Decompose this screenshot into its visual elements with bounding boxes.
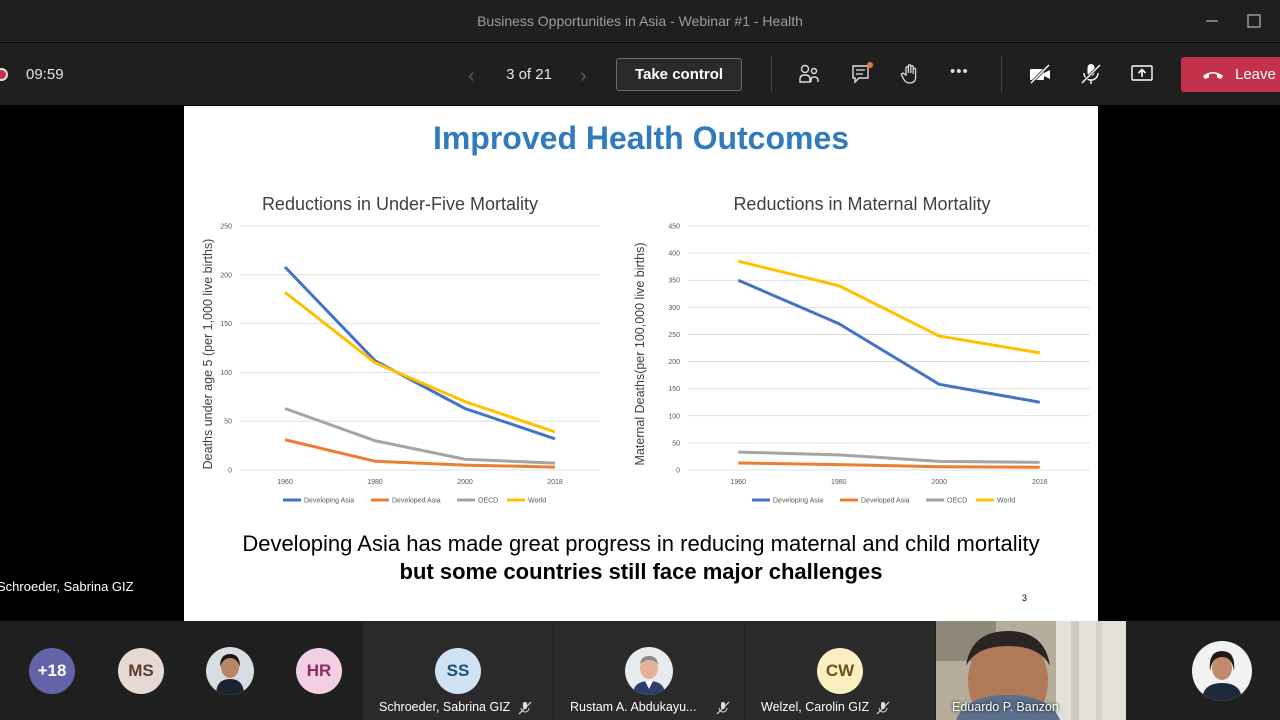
avatar [625, 647, 673, 695]
under-five-mortality-chart: Reductions in Under-Five Mortality 0 50 100… [201, 194, 600, 505]
participant-name: Eduardo P. Banzon [952, 700, 1059, 714]
legend-label: Developing Asia [773, 498, 823, 505]
y-tick-label: 150 [220, 321, 232, 328]
x-tick-label: 1960 [277, 479, 293, 486]
maternal-mortality-chart: Reductions in Maternal Mortality 0 50 100 15… [633, 194, 1090, 505]
previous-slide-icon[interactable]: ‹ [468, 65, 475, 87]
y-tick-label: 100 [668, 413, 680, 420]
y-tick-label: 150 [668, 386, 680, 393]
presenter-label: Schroeder, Sabrina GIZ [0, 579, 134, 594]
slide-number: 3 [1022, 593, 1028, 603]
avatar[interactable]: HR [296, 648, 342, 694]
y-tick-label: 400 [668, 251, 680, 258]
participant-video [936, 621, 1126, 720]
y-axis-label: Deaths under age 5 (per 1,000 live birth… [201, 239, 215, 470]
meeting-toolbar: 09:59 ‹ 3 of 21 › Take control ••• [0, 43, 1280, 105]
participant-name: Schroeder, Sabrina GIZ [379, 700, 511, 714]
y-tick-label: 200 [668, 359, 680, 366]
legend-label: Developed Asia [392, 498, 441, 505]
next-slide-icon[interactable]: › [580, 65, 587, 87]
camera-off-icon[interactable] [1028, 62, 1052, 86]
page-indicator: 3 of 21 [506, 66, 552, 83]
series-line-developing-asia [283, 265, 556, 441]
mic-off-icon[interactable] [1079, 62, 1103, 86]
legend-label: World [528, 498, 546, 505]
chart-title: Reductions in Maternal Mortality [733, 194, 990, 214]
title-bar: Business Opportunities in Asia - Webinar… [0, 0, 1280, 42]
y-tick-label: 0 [228, 468, 232, 475]
legend-label: OECD [947, 498, 967, 505]
legend-label: World [997, 498, 1015, 505]
y-tick-label: 300 [668, 305, 680, 312]
participant-name: Welzel, Carolin GIZ [761, 700, 870, 714]
y-tick-label: 200 [220, 272, 232, 279]
raise-hand-icon[interactable] [899, 62, 923, 86]
self-avatar[interactable] [1192, 641, 1252, 701]
x-tick-label: 2000 [457, 479, 473, 486]
participants-icon[interactable] [797, 62, 821, 86]
series-line-oecd [284, 407, 556, 465]
avatar[interactable] [206, 647, 254, 695]
legend-label: Developing Asia [304, 498, 354, 505]
y-tick-label: 100 [220, 370, 232, 377]
avatar[interactable]: MS [118, 648, 164, 694]
y-tick-label: 50 [672, 440, 680, 447]
minimize-icon[interactable] [1201, 10, 1223, 32]
caption-text: Developing Asia has made great progress … [242, 531, 1040, 556]
slide-caption: Developing Asia has made great progress … [224, 530, 1058, 586]
slide-title: Improved Health Outcomes [432, 120, 850, 156]
toolbar-divider [1001, 56, 1002, 92]
series-line-oecd [738, 450, 1040, 464]
series-line-developed-asia [284, 438, 556, 469]
participant-name: Rustam A. Abdukayu... [570, 700, 697, 714]
y-tick-label: 250 [220, 224, 232, 231]
recording-icon [0, 68, 8, 81]
maximize-icon[interactable] [1243, 10, 1265, 32]
y-tick-label: 450 [668, 224, 680, 231]
x-tick-label: 2000 [931, 479, 947, 486]
share-screen-icon[interactable] [1130, 62, 1154, 86]
window-title: Business Opportunities in Asia - Webinar… [477, 13, 803, 29]
y-tick-label: 0 [676, 468, 680, 475]
avatar: CW [817, 648, 863, 694]
phone-hangup-icon [1203, 72, 1223, 79]
x-tick-label: 1960 [730, 479, 746, 486]
participant-tile[interactable]: SS Schroeder, Sabrina GIZ [363, 621, 553, 720]
participant-video-tile[interactable]: Eduardo P. Banzon [936, 621, 1126, 720]
mic-off-icon [716, 701, 730, 715]
leave-label: Leave [1235, 66, 1276, 83]
y-tick-label: 250 [668, 332, 680, 339]
more-participants-badge[interactable]: +18 [29, 648, 75, 694]
series-line-developed-asia [738, 461, 1040, 469]
leave-button[interactable]: Leave [1181, 57, 1280, 92]
meeting-timer: 09:59 [26, 66, 64, 83]
avatar: SS [435, 648, 481, 694]
x-tick-label: 1980 [831, 479, 847, 486]
caption-emphasis: but some countries still face major chal… [399, 559, 883, 584]
x-tick-label: 2018 [1032, 479, 1048, 486]
series-line-world [284, 291, 556, 434]
mic-off-icon [876, 701, 890, 715]
shared-slide: Improved Health Outcomes Reductions in U… [184, 106, 1098, 621]
participant-tile[interactable]: CW Welzel, Carolin GIZ [745, 621, 935, 720]
series-line-world [737, 259, 1040, 355]
y-tick-label: 350 [668, 278, 680, 285]
legend-label: OECD [478, 498, 498, 505]
mic-off-icon [518, 701, 532, 715]
y-axis-label: Maternal Deaths(per 100,000 live births) [633, 242, 647, 465]
chat-icon[interactable] [850, 62, 874, 86]
chart-title: Reductions in Under-Five Mortality [262, 194, 538, 214]
take-control-button[interactable]: Take control [616, 58, 742, 91]
toolbar-divider [771, 56, 772, 92]
participant-gallery: +18 MS HR SS Schroeder, Sabrina GIZ Rust… [0, 621, 1280, 720]
participant-tile[interactable]: Rustam A. Abdukayu... [554, 621, 744, 720]
legend-label: Developed Asia [861, 498, 910, 505]
x-tick-label: 1980 [367, 479, 383, 486]
series-line-developing-asia [737, 278, 1041, 404]
more-options-icon[interactable]: ••• [950, 63, 969, 80]
x-tick-label: 2018 [547, 479, 563, 486]
y-tick-label: 50 [224, 419, 232, 426]
